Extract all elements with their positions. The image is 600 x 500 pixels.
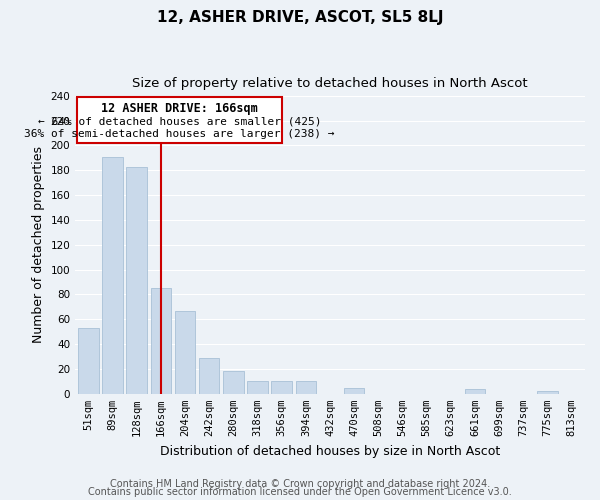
Bar [175,310,195,394]
Text: 12, ASHER DRIVE, ASCOT, SL5 8LJ: 12, ASHER DRIVE, ASCOT, SL5 8LJ [157,10,443,25]
Bar [78,328,98,394]
Text: 12 ASHER DRIVE: 166sqm: 12 ASHER DRIVE: 166sqm [101,102,258,115]
Bar [537,392,558,394]
Bar [271,382,292,394]
Bar [223,372,244,394]
Text: 36% of semi-detached houses are larger (238) →: 36% of semi-detached houses are larger (… [24,130,335,140]
Bar [344,388,364,394]
Text: ← 64% of detached houses are smaller (425): ← 64% of detached houses are smaller (42… [38,117,321,127]
Title: Size of property relative to detached houses in North Ascot: Size of property relative to detached ho… [132,78,528,90]
Bar [151,288,171,394]
Bar [247,382,268,394]
Bar [465,389,485,394]
Y-axis label: Number of detached properties: Number of detached properties [32,146,45,344]
FancyBboxPatch shape [77,97,282,143]
X-axis label: Distribution of detached houses by size in North Ascot: Distribution of detached houses by size … [160,444,500,458]
Bar [102,156,123,394]
Bar [199,358,220,394]
Text: Contains public sector information licensed under the Open Government Licence v3: Contains public sector information licen… [88,487,512,497]
Bar [296,382,316,394]
Bar [127,166,147,394]
Text: Contains HM Land Registry data © Crown copyright and database right 2024.: Contains HM Land Registry data © Crown c… [110,479,490,489]
